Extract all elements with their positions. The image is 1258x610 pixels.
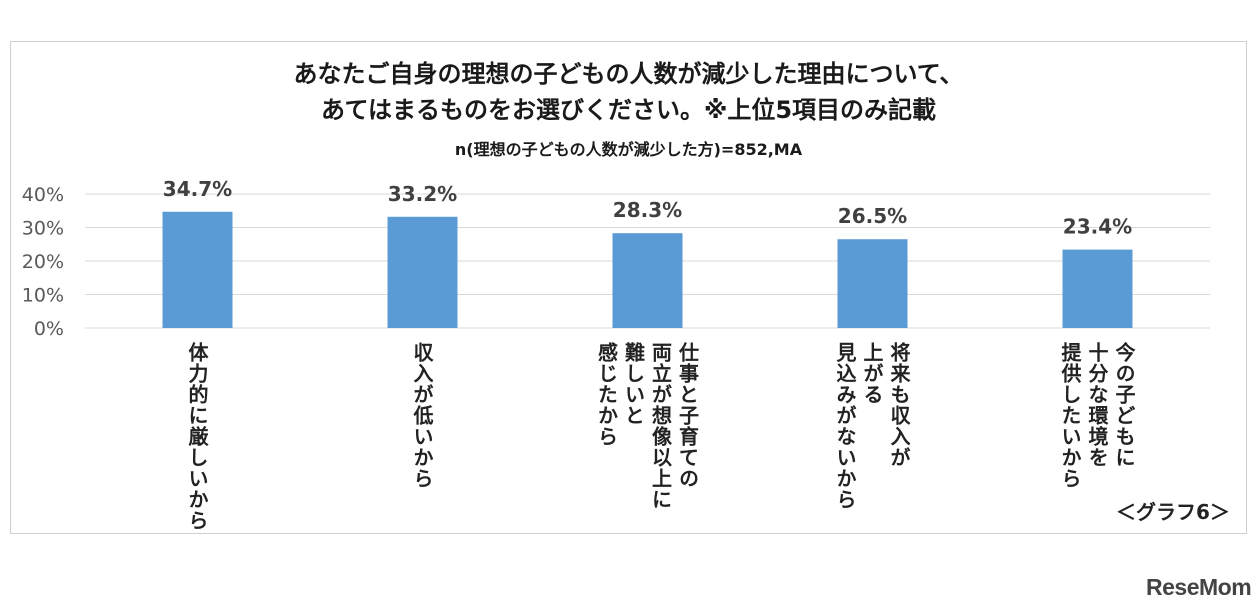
- x-category-label: 両立が想像以上に: [648, 342, 673, 510]
- x-category-label: 今の子どもに: [1112, 342, 1136, 468]
- chart-subtitle: n(理想の子どもの人数が減少した方)=852,MA: [454, 140, 803, 159]
- x-category-label: 収入が低いから: [410, 342, 434, 489]
- data-label: 34.7%: [163, 177, 232, 201]
- x-category-label: 感じたから: [594, 342, 619, 447]
- bar: [1062, 249, 1133, 328]
- y-tick-label: 30%: [22, 218, 64, 240]
- chart-title-line2: あてはまるものをお選びください。※上位5項目のみ記載: [320, 96, 937, 124]
- y-tick-label: 20%: [22, 251, 64, 273]
- y-tick-label: 0%: [34, 318, 64, 340]
- resemom-logo: ReseMom: [1146, 574, 1252, 600]
- data-label: 28.3%: [613, 198, 682, 222]
- x-category-label: 将来も収入が: [887, 342, 911, 468]
- bar: [612, 233, 683, 328]
- data-label: 26.5%: [838, 204, 907, 228]
- x-category-label: 仕事と子育ての: [675, 342, 700, 489]
- x-category-label: 見込みがないから: [833, 342, 857, 510]
- y-tick-label: 40%: [22, 184, 64, 206]
- bar: [837, 239, 908, 328]
- bar: [162, 211, 233, 328]
- y-tick-label: 10%: [22, 285, 64, 307]
- x-category-label: 体力的に厳しいから: [185, 342, 209, 531]
- x-category-label: 上がる: [860, 342, 884, 405]
- x-category-label: 十分な環境を: [1085, 342, 1109, 468]
- x-category-label: 難しいと: [621, 342, 646, 426]
- graph-number-label: ＜グラフ6＞: [1116, 500, 1230, 524]
- data-label: 33.2%: [388, 182, 457, 206]
- bar: [387, 216, 458, 328]
- data-label: 23.4%: [1063, 215, 1132, 239]
- x-category-label: 提供したいから: [1058, 342, 1082, 489]
- chart-title-line1: あなたご自身の理想の子どもの人数が減少した理由について、: [293, 60, 964, 88]
